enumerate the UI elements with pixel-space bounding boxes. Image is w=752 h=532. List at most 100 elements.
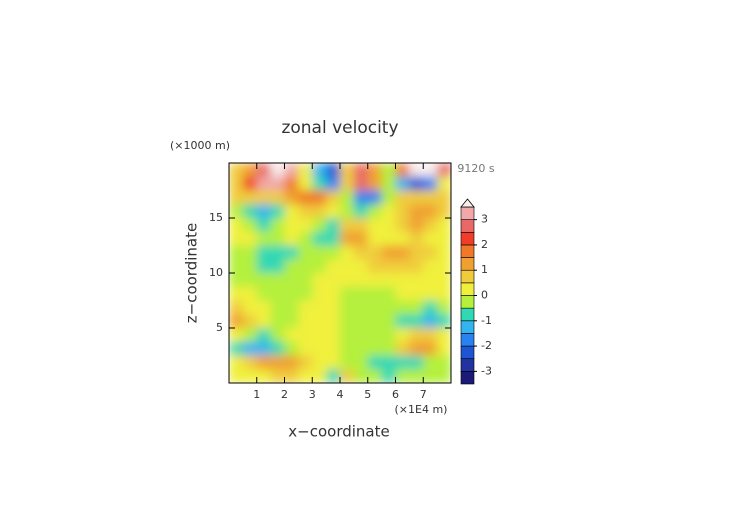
- field-cell: [326, 341, 341, 356]
- field-cell: [284, 231, 299, 246]
- colorbar-cell: [460, 257, 475, 271]
- field-cell: [326, 231, 341, 246]
- field-cell: [353, 341, 369, 356]
- field-cell: [381, 259, 396, 274]
- field-cell: [395, 245, 410, 260]
- field-cell: [270, 273, 285, 288]
- field-cell: [367, 300, 383, 315]
- field-cell: [367, 163, 383, 178]
- field-cell: [256, 245, 272, 260]
- field-cell: [312, 176, 327, 191]
- x-tick-label: 1: [253, 388, 260, 401]
- field-cell: [298, 163, 313, 178]
- field-cell: [367, 259, 383, 274]
- colorbar-cell: [460, 333, 475, 347]
- field-cell: [353, 163, 369, 178]
- field-cell: [423, 273, 438, 288]
- field-cell: [256, 190, 272, 205]
- field-cell: [409, 190, 424, 205]
- field-cell: [381, 204, 396, 219]
- field-cell: [326, 190, 341, 205]
- field-cell: [423, 286, 438, 301]
- field-cell: [381, 314, 396, 329]
- field-cell: [242, 163, 258, 178]
- field-cell: [395, 273, 410, 288]
- field-cell: [340, 273, 355, 288]
- field-cell: [284, 341, 299, 356]
- field-cell: [340, 163, 355, 178]
- field-cell: [256, 259, 272, 274]
- field-cell: [326, 314, 341, 329]
- field-cell: [270, 176, 285, 191]
- field-cell: [298, 355, 313, 370]
- field-cell: [353, 369, 369, 383]
- colorbar-cell: [460, 295, 475, 309]
- field-cell: [256, 218, 272, 233]
- field-cell: [423, 163, 438, 178]
- field-cell: [298, 176, 313, 191]
- field-cell: [395, 231, 410, 246]
- field-cell: [312, 369, 327, 383]
- field-cell: [326, 355, 341, 370]
- field-cell: [353, 355, 369, 370]
- field-cell: [229, 341, 244, 356]
- field-cell: [229, 231, 244, 246]
- field-cell: [437, 314, 451, 329]
- colorbar-cell: [460, 320, 475, 334]
- field-cell: [326, 204, 341, 219]
- field-cell: [284, 314, 299, 329]
- field-cell: [395, 218, 410, 233]
- field-cell: [256, 300, 272, 315]
- field-cell: [312, 286, 327, 301]
- y-tick-label: 5: [216, 321, 223, 334]
- y-tick-label: 10: [209, 266, 223, 279]
- field-cell: [270, 231, 285, 246]
- field-cell: [256, 231, 272, 246]
- field: [229, 163, 451, 383]
- field-cell: [326, 286, 341, 301]
- field-cell: [395, 341, 410, 356]
- field-cell: [229, 218, 244, 233]
- field-cell: [381, 245, 396, 260]
- field-cell: [381, 369, 396, 383]
- colorbar-tick-label: 1: [481, 263, 488, 276]
- field-cell: [242, 286, 258, 301]
- field-cell: [242, 204, 258, 219]
- field-cell: [312, 190, 327, 205]
- field-cells: [229, 163, 451, 383]
- field-cell: [409, 369, 424, 383]
- field-cell: [423, 355, 438, 370]
- colorbar-tick-label: -3: [481, 364, 492, 377]
- field-cell: [256, 204, 272, 219]
- field-cell: [409, 218, 424, 233]
- field-cell: [229, 204, 244, 219]
- field-cell: [242, 273, 258, 288]
- field-cell: [284, 355, 299, 370]
- y-tick-label: 15: [209, 211, 223, 224]
- field-cell: [340, 231, 355, 246]
- chart-title: zonal velocity: [281, 118, 398, 138]
- colorbar-tick-label: 3: [481, 213, 488, 226]
- field-cell: [229, 369, 244, 383]
- field-cell: [381, 231, 396, 246]
- field-cell: [270, 245, 285, 260]
- field-cell: [395, 176, 410, 191]
- field-cell: [229, 163, 244, 178]
- x-tick-label: 3: [309, 388, 316, 401]
- field-cell: [312, 300, 327, 315]
- field-cell: [284, 273, 299, 288]
- field-cell: [270, 259, 285, 274]
- field-cell: [256, 341, 272, 356]
- field-cell: [340, 341, 355, 356]
- field-cell: [242, 300, 258, 315]
- field-cell: [340, 300, 355, 315]
- field-cell: [381, 286, 396, 301]
- field-cell: [298, 231, 313, 246]
- field-cell: [326, 328, 341, 343]
- field-cell: [229, 259, 244, 274]
- field-cell: [270, 190, 285, 205]
- field-cell: [381, 355, 396, 370]
- field-cell: [367, 341, 383, 356]
- field-cell: [284, 245, 299, 260]
